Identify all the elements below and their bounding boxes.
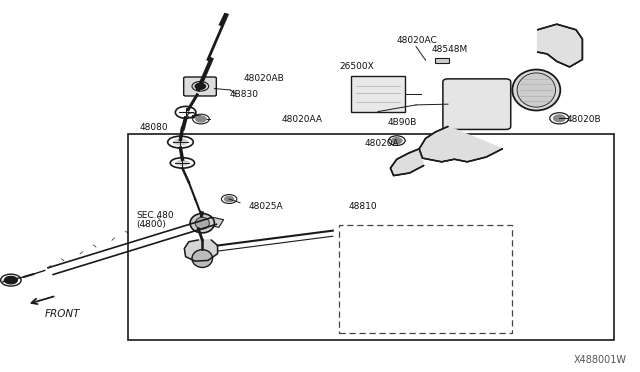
FancyBboxPatch shape (443, 79, 511, 129)
Text: 4B90B: 4B90B (387, 118, 417, 127)
Bar (351, 76, 405, 112)
Circle shape (4, 276, 17, 284)
Text: 48548M: 48548M (432, 45, 468, 54)
Text: 48025A: 48025A (248, 202, 283, 211)
Text: 48020AB: 48020AB (243, 74, 284, 83)
Polygon shape (184, 240, 218, 261)
Text: 26500X: 26500X (339, 62, 374, 71)
Text: (4800): (4800) (136, 220, 166, 229)
Ellipse shape (190, 214, 214, 233)
Bar (339, 225, 512, 333)
Text: 48020B: 48020B (566, 115, 601, 124)
Text: 48020A: 48020A (365, 139, 399, 148)
Text: X488001W: X488001W (574, 355, 627, 365)
Text: 48020AA: 48020AA (282, 115, 323, 124)
Circle shape (225, 196, 234, 202)
Bar (208, 217, 223, 227)
Polygon shape (390, 149, 424, 176)
Circle shape (196, 116, 206, 122)
Text: 48080: 48080 (140, 123, 168, 132)
Circle shape (554, 115, 565, 122)
Circle shape (195, 83, 205, 89)
Text: 4B830: 4B830 (229, 90, 258, 99)
Ellipse shape (192, 250, 212, 267)
Polygon shape (538, 24, 582, 67)
Circle shape (392, 138, 402, 144)
Text: 48020AC: 48020AC (397, 36, 438, 45)
Ellipse shape (195, 217, 209, 229)
Bar (435, 58, 449, 63)
Text: FRONT: FRONT (45, 309, 80, 319)
FancyBboxPatch shape (184, 77, 216, 96)
Ellipse shape (173, 139, 188, 145)
Ellipse shape (512, 70, 561, 110)
Text: 48810: 48810 (349, 202, 378, 211)
Bar (128, 134, 614, 340)
Text: SEC.480: SEC.480 (136, 211, 174, 220)
Polygon shape (419, 126, 502, 162)
Ellipse shape (517, 73, 556, 107)
Ellipse shape (175, 160, 189, 166)
